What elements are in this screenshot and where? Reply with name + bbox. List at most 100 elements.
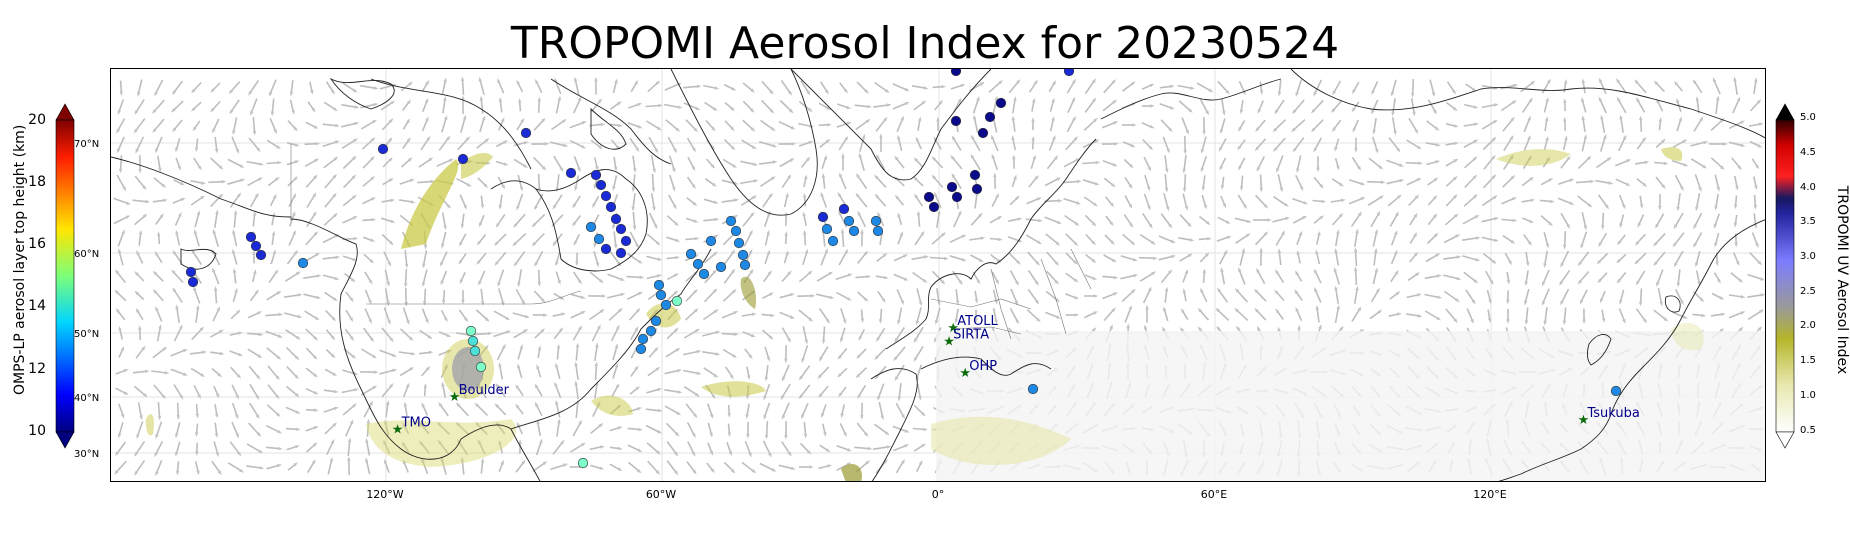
wind-arrow-head [864,432,869,437]
wind-arrow [268,270,278,284]
wind-arrow [533,232,545,246]
wind-arrow-head [351,174,357,179]
wind-arrow [1750,100,1760,112]
wind-arrow-head [386,282,390,287]
wind-arrow-head [1114,142,1119,146]
wind-arrow-head [847,273,853,277]
wind-arrow-head [1355,228,1359,234]
wind-arrow-head [237,451,242,457]
wind-arrow-head [1616,78,1620,83]
wind-arrow-head [310,89,314,95]
wind-arrow-head [541,117,546,123]
omps-sample-point [1610,385,1622,397]
wind-arrow-head [441,243,445,249]
wind-arrow [1235,309,1249,321]
wind-arrow [1010,288,1018,304]
wind-arrow-head [1302,215,1308,220]
wind-arrow-head [1377,309,1383,314]
wind-arrow [362,327,374,341]
wind-arrow [1008,252,1020,264]
wind-arrow [892,425,908,433]
wind-arrow-head [1508,260,1512,266]
wind-arrow [1714,213,1720,227]
wind-arrow-head [768,335,774,340]
right-colorbar-label: TROPOMI UV Aerosol Index [1834,185,1850,375]
wind-arrow [1046,270,1058,284]
wind-arrow-head [214,433,219,438]
wind-arrow-head [1560,262,1564,268]
wind-arrow-head [313,373,318,378]
wind-arrow [686,137,696,151]
wind-arrow [212,308,220,322]
wind-arrow [1201,136,1207,152]
wind-arrow-head [1170,84,1175,89]
wind-arrow-head [157,231,161,236]
wind-arrow [231,384,239,398]
wind-arrow-head [134,110,139,115]
wind-arrow-head [1510,116,1515,122]
latitude-label: 70°N [74,139,100,150]
wind-arrow-head [333,107,338,112]
wind-arrow [173,326,183,342]
wind-arrow-head [974,299,979,304]
wind-arrow [1392,98,1396,114]
omps-sample-point [984,111,996,123]
wind-arrow-head [446,349,452,354]
wind-arrow-head [523,141,529,145]
x-tick-label: 120°W [366,488,404,501]
wind-arrow [476,423,488,435]
wind-arrow [176,461,180,473]
wind-arrow [896,289,904,303]
wind-arrow-head [1208,88,1214,93]
wind-arrow-head [123,391,129,395]
wind-arrow-head [1375,148,1379,154]
wind-arrow-head [658,103,663,108]
wind-arrow [288,195,296,207]
wind-arrow [1695,250,1701,266]
wind-arrow-head [934,320,939,325]
wind-arrow [1525,307,1529,323]
wind-arrow [1503,136,1513,152]
wind-arrow [1163,308,1169,322]
wind-arrow-head [1319,215,1324,220]
wind-arrow-head [1317,231,1321,236]
wind-arrow-head [1600,114,1604,120]
wind-arrow-head [370,156,375,161]
wind-arrow-head [476,240,481,246]
wind-arrow [1353,288,1359,304]
omps-sample-point [615,247,627,259]
wind-arrow-head [292,193,297,198]
wind-arrow-head [541,166,547,171]
wind-arrow [384,422,390,436]
wind-arrow-head [1054,155,1059,160]
wind-arrow-head [638,259,643,264]
wind-arrow-head [1580,244,1584,249]
wind-arrow-head [219,329,224,334]
wind-arrow [1348,197,1364,205]
omps-sample-point [565,167,577,179]
wind-arrow [1445,159,1457,167]
wind-arrow [1085,234,1095,244]
wind-arrow [1749,252,1761,264]
wind-arrow [364,271,372,283]
wind-arrow-head [515,403,520,409]
wind-arrow [480,460,484,474]
wind-arrow-head [1715,261,1719,267]
wind-arrow [1272,217,1288,223]
wind-arrow [702,351,718,355]
x-tick-label: 60°W [645,488,677,501]
wind-arrow [190,179,204,185]
wind-arrow [1066,80,1076,94]
wind-arrow-head [1735,185,1739,191]
wind-arrow-head [692,469,697,475]
wind-arrow-head [314,408,319,412]
wind-arrow-head [1396,147,1401,153]
wind-arrow-head [519,344,523,349]
wind-arrow [194,212,200,228]
wind-arrow-head [995,193,999,198]
wind-arrow [932,157,944,169]
wind-arrow-head [599,309,605,313]
wind-arrow-head [931,156,936,161]
wind-arrow-head [821,172,826,178]
wind-arrow-head [195,413,199,419]
